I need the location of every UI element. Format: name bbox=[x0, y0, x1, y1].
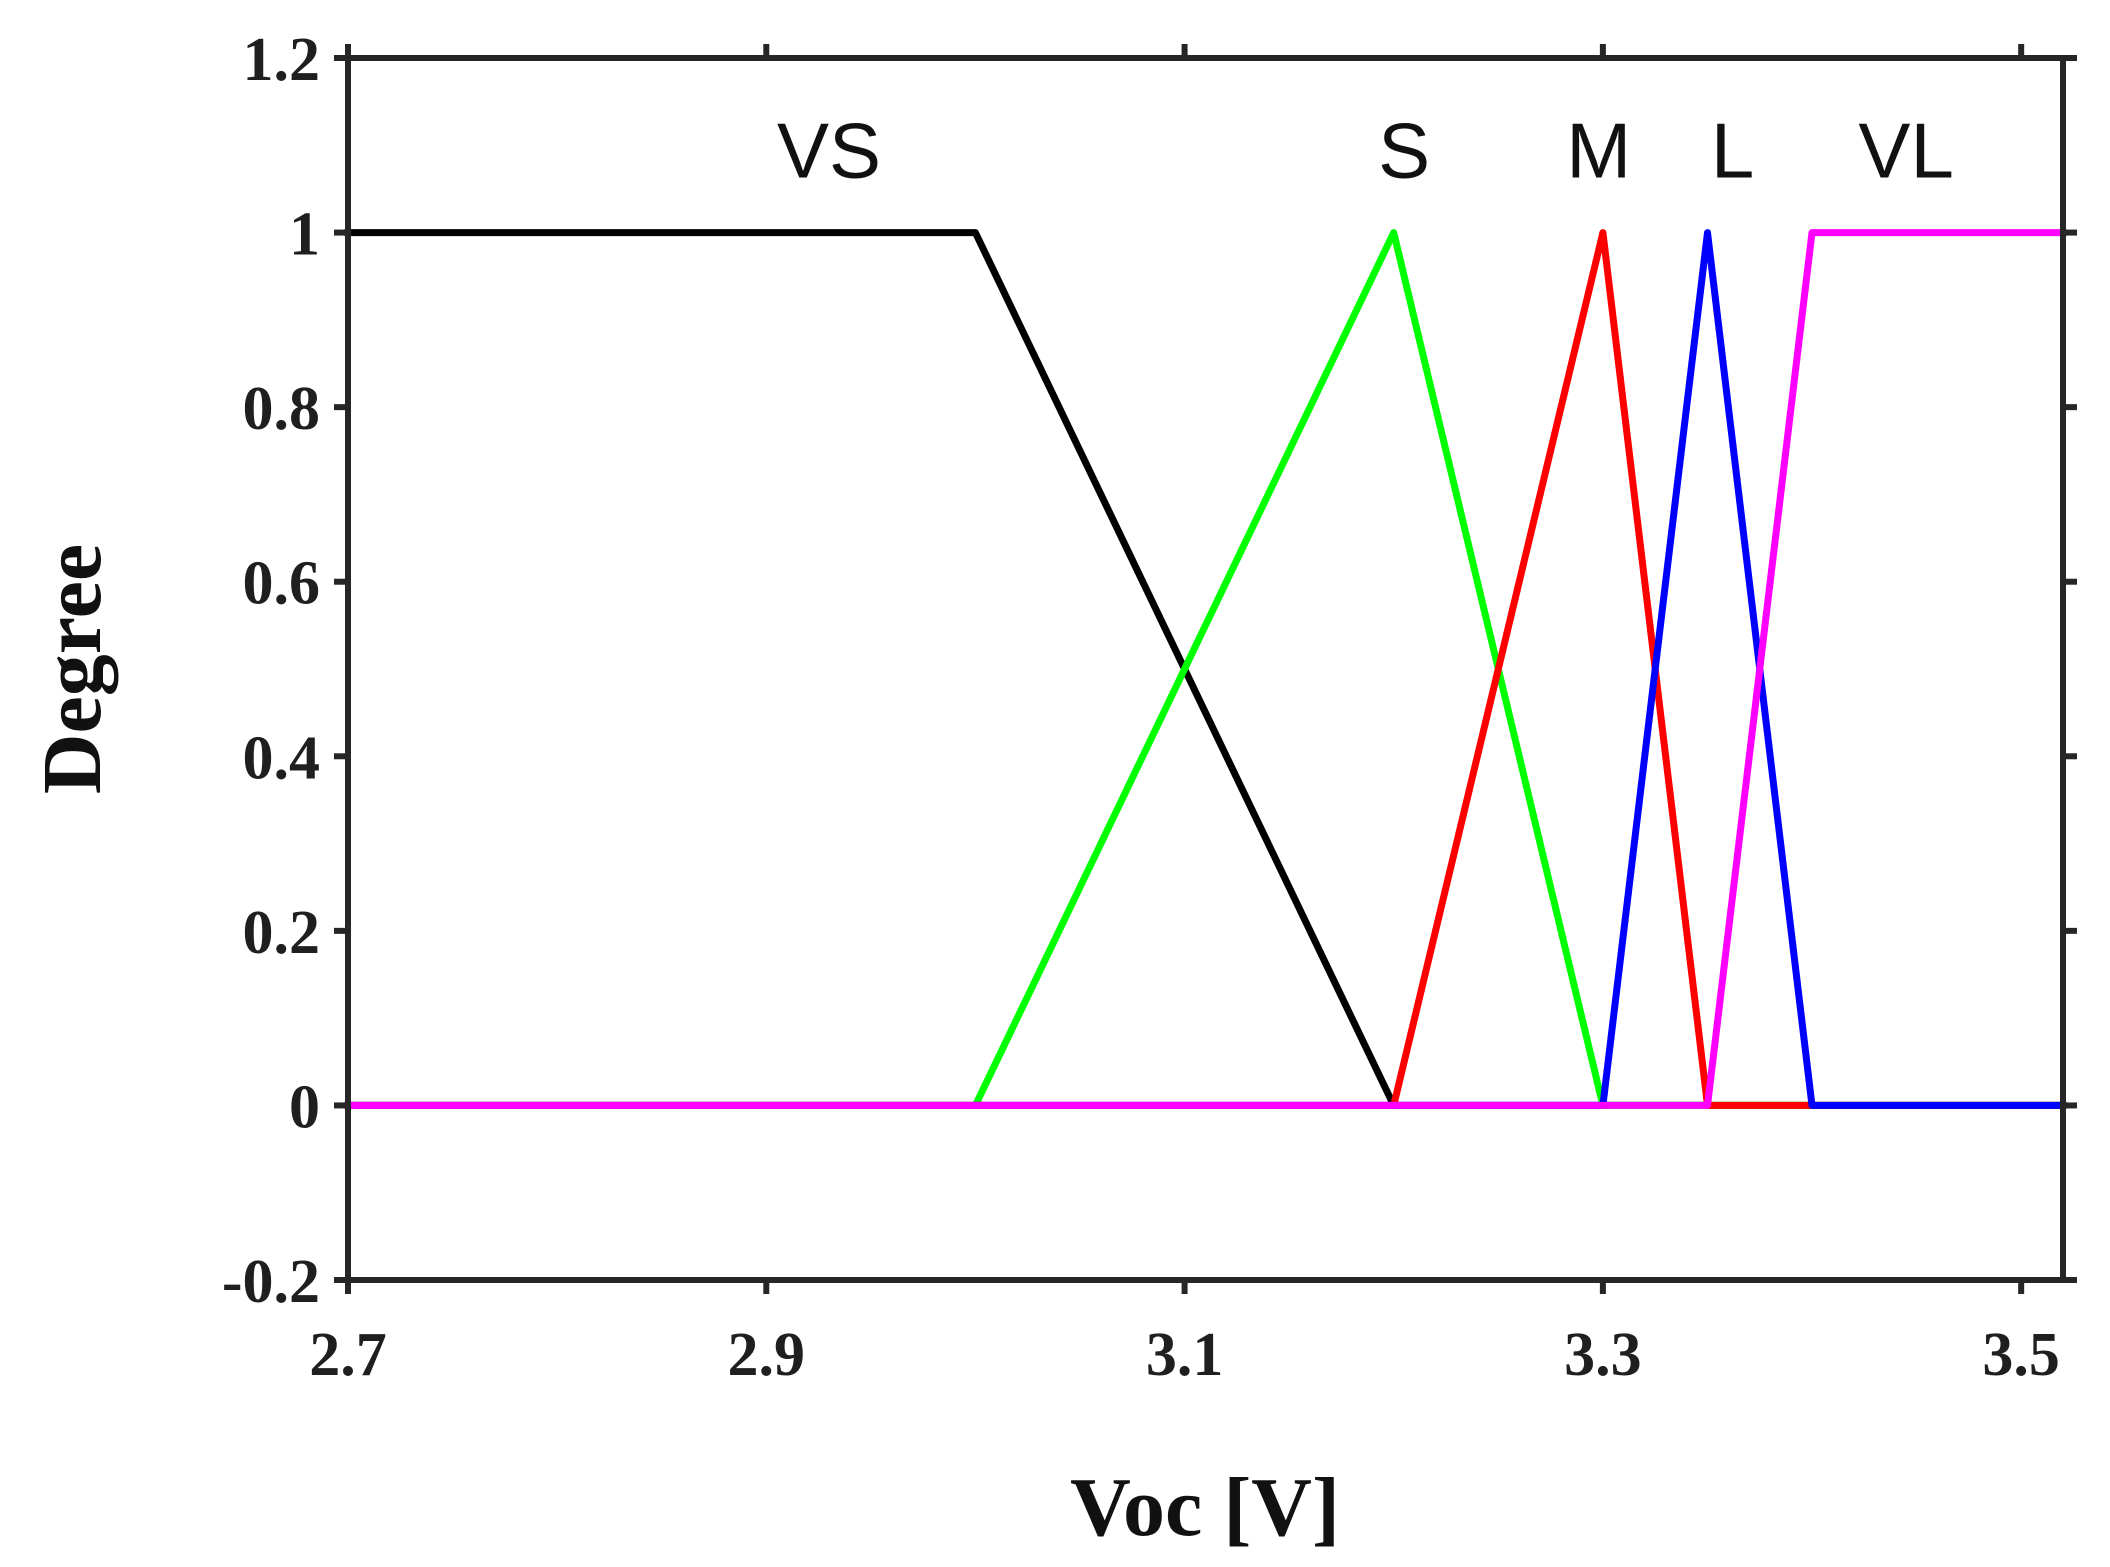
y-tick-label: -0.2 bbox=[222, 1248, 320, 1316]
x-tick-label: 3.1 bbox=[1146, 1321, 1224, 1389]
series-label-vl: VL bbox=[1858, 107, 1953, 195]
x-tick-label: 3.3 bbox=[1564, 1321, 1642, 1389]
series-layer bbox=[344, 229, 2067, 1109]
y-tick-label: 0.8 bbox=[243, 375, 321, 443]
x-tick-label: 2.7 bbox=[309, 1321, 387, 1389]
series-label-m: M bbox=[1566, 107, 1631, 195]
y-tick-label: 1 bbox=[289, 201, 320, 269]
x-axis-title: Voc [V] bbox=[1070, 1461, 1340, 1554]
x-tick-label: 3.5 bbox=[1982, 1321, 2060, 1389]
y-axis-title: Degree bbox=[26, 544, 119, 794]
x-tick-label: 2.9 bbox=[728, 1321, 806, 1389]
y-tick-label: 0 bbox=[289, 1073, 320, 1141]
y-tick-label: 0.4 bbox=[243, 724, 321, 792]
plot-background bbox=[348, 58, 2063, 1280]
series-label-s: S bbox=[1378, 107, 1430, 195]
y-tick-label: 1.2 bbox=[243, 26, 321, 94]
y-tick-label: 0.2 bbox=[243, 899, 321, 967]
series-label-vs: VS bbox=[777, 107, 881, 195]
series-label-layer: VS S M L VL bbox=[777, 107, 1954, 195]
y-tick-label: 0.6 bbox=[243, 550, 321, 618]
axes-layer bbox=[345, 55, 2066, 1283]
series-label-l: L bbox=[1711, 107, 1754, 195]
series-line-vl bbox=[344, 229, 2067, 1109]
tick-layer: 2.7 2.9 3.1 3.3 3.5 -0.2 0 0.2 0.4 0.6 0.8 1 1.2 bbox=[222, 26, 2077, 1389]
plot-frame bbox=[345, 55, 2066, 1283]
